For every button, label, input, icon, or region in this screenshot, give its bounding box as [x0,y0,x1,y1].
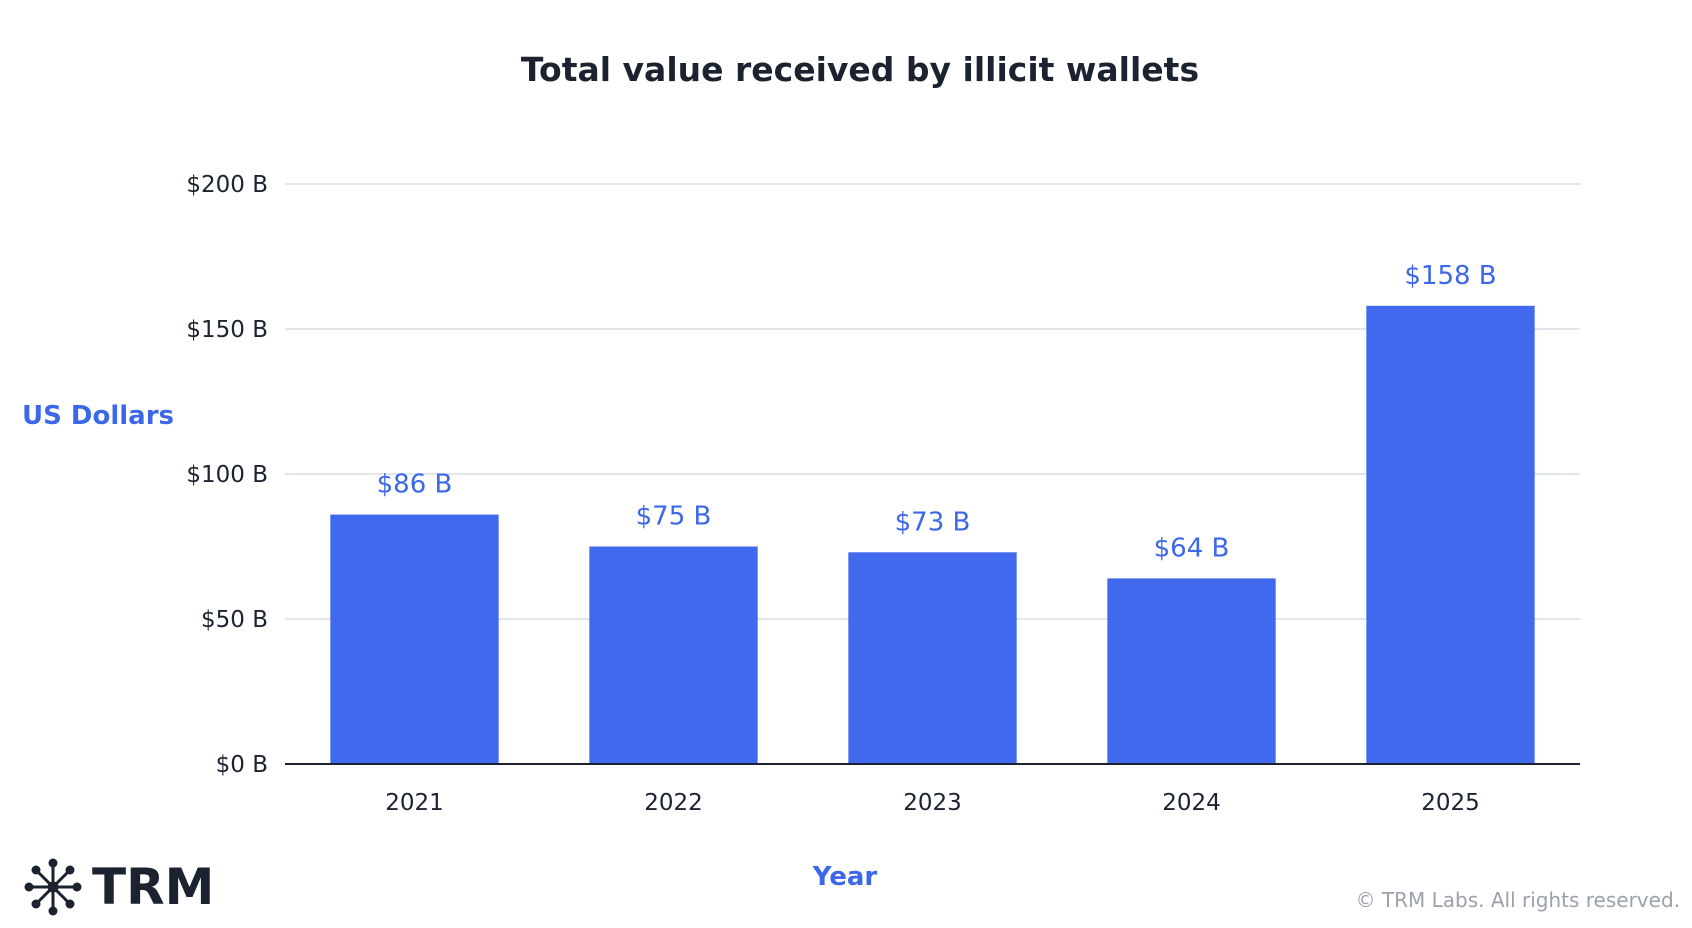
logo-text: TRM [92,858,214,916]
data-label-2023: $73 B [895,507,971,537]
chart-title: Total value received by illicit wallets [521,50,1199,89]
data-label-2021: $86 B [377,470,453,500]
x-tick-label: 2025 [1421,790,1480,816]
x-tick-label: 2024 [1162,790,1221,816]
y-tick-label: $150 B [186,317,268,343]
network-node-icon [24,858,82,916]
bar-2021 [330,514,499,764]
x-tick-label: 2022 [644,790,703,816]
y-tick-label: $50 B [201,607,268,633]
bar-2025 [1366,305,1535,764]
bars [330,305,1535,764]
x-tick-label: 2023 [903,790,962,816]
x-axis-title: Year [812,862,878,892]
bar-2022 [589,546,758,764]
y-tick-label: $0 B [216,752,268,778]
bar-2024 [1107,578,1276,764]
trm-logo: TRM [24,858,214,916]
copyright-text: © TRM Labs. All rights reserved. [1356,888,1680,912]
x-tick-label: 2021 [385,790,444,816]
y-tick-label: $100 B [186,462,268,488]
y-axis-ticks: $0 B $50 B $100 B $150 B $200 B [186,172,268,778]
data-labels: $86 B $75 B $73 B $64 B $158 B [377,261,1497,564]
data-label-2022: $75 B [636,502,712,532]
x-axis-ticks: 2021 2022 2023 2024 2025 [385,790,1480,816]
y-axis-title: US Dollars [22,401,174,431]
bar-2023 [848,552,1017,764]
data-label-2024: $64 B [1154,533,1230,563]
data-label-2025: $158 B [1404,261,1496,291]
y-tick-label: $200 B [186,172,268,198]
